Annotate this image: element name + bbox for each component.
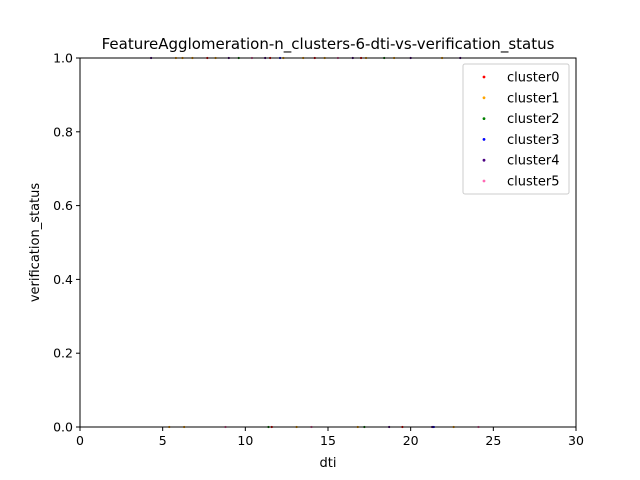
y-tick-label: 0.0	[53, 420, 73, 435]
legend-marker-cluster3	[482, 138, 486, 141]
y-tick-label: 1.0	[53, 51, 73, 66]
legend-box	[462, 63, 570, 195]
x-tick-label: 30	[568, 433, 584, 448]
x-tick-label: 25	[485, 433, 501, 448]
x-tick-label: 0	[76, 433, 84, 448]
y-axis-label: verification_status	[28, 183, 43, 303]
x-tick-label: 15	[320, 433, 336, 448]
x-axis-label: dti	[320, 456, 337, 471]
chart-title: FeatureAgglomeration-n_clusters-6-dti-vs…	[102, 35, 555, 54]
x-axis: 0 5 10 15 20 25 30	[76, 427, 584, 448]
legend-label-cluster3: cluster3	[507, 133, 559, 148]
legend-marker-cluster2	[482, 117, 486, 120]
legend-marker-cluster0	[482, 75, 486, 79]
legend-label-cluster1: cluster1	[507, 91, 559, 106]
y-tick-label: 0.4	[53, 272, 73, 287]
x-tick-label: 5	[159, 433, 167, 448]
x-tick-label: 10	[237, 433, 253, 448]
data-points	[149, 56, 480, 429]
legend-marker-cluster5	[482, 179, 486, 183]
y-tick-label: 0.6	[53, 198, 73, 213]
legend-label-cluster2: cluster2	[507, 112, 559, 127]
y-tick-label: 0.8	[53, 124, 73, 139]
y-axis: 0.0 0.2 0.4 0.6 0.8 1.0	[53, 51, 80, 435]
x-tick-label: 20	[403, 433, 419, 448]
legend-label-cluster5: cluster5	[507, 175, 559, 190]
legend-marker-cluster1	[482, 96, 486, 100]
y-tick-label: 0.2	[53, 346, 73, 361]
legend-label-cluster0: cluster0	[507, 71, 559, 86]
legend: cluster0 cluster1 cluster2 cluster3 cluster4…	[462, 63, 570, 195]
legend-label-cluster4: cluster4	[507, 154, 559, 169]
legend-marker-cluster4	[482, 158, 486, 162]
